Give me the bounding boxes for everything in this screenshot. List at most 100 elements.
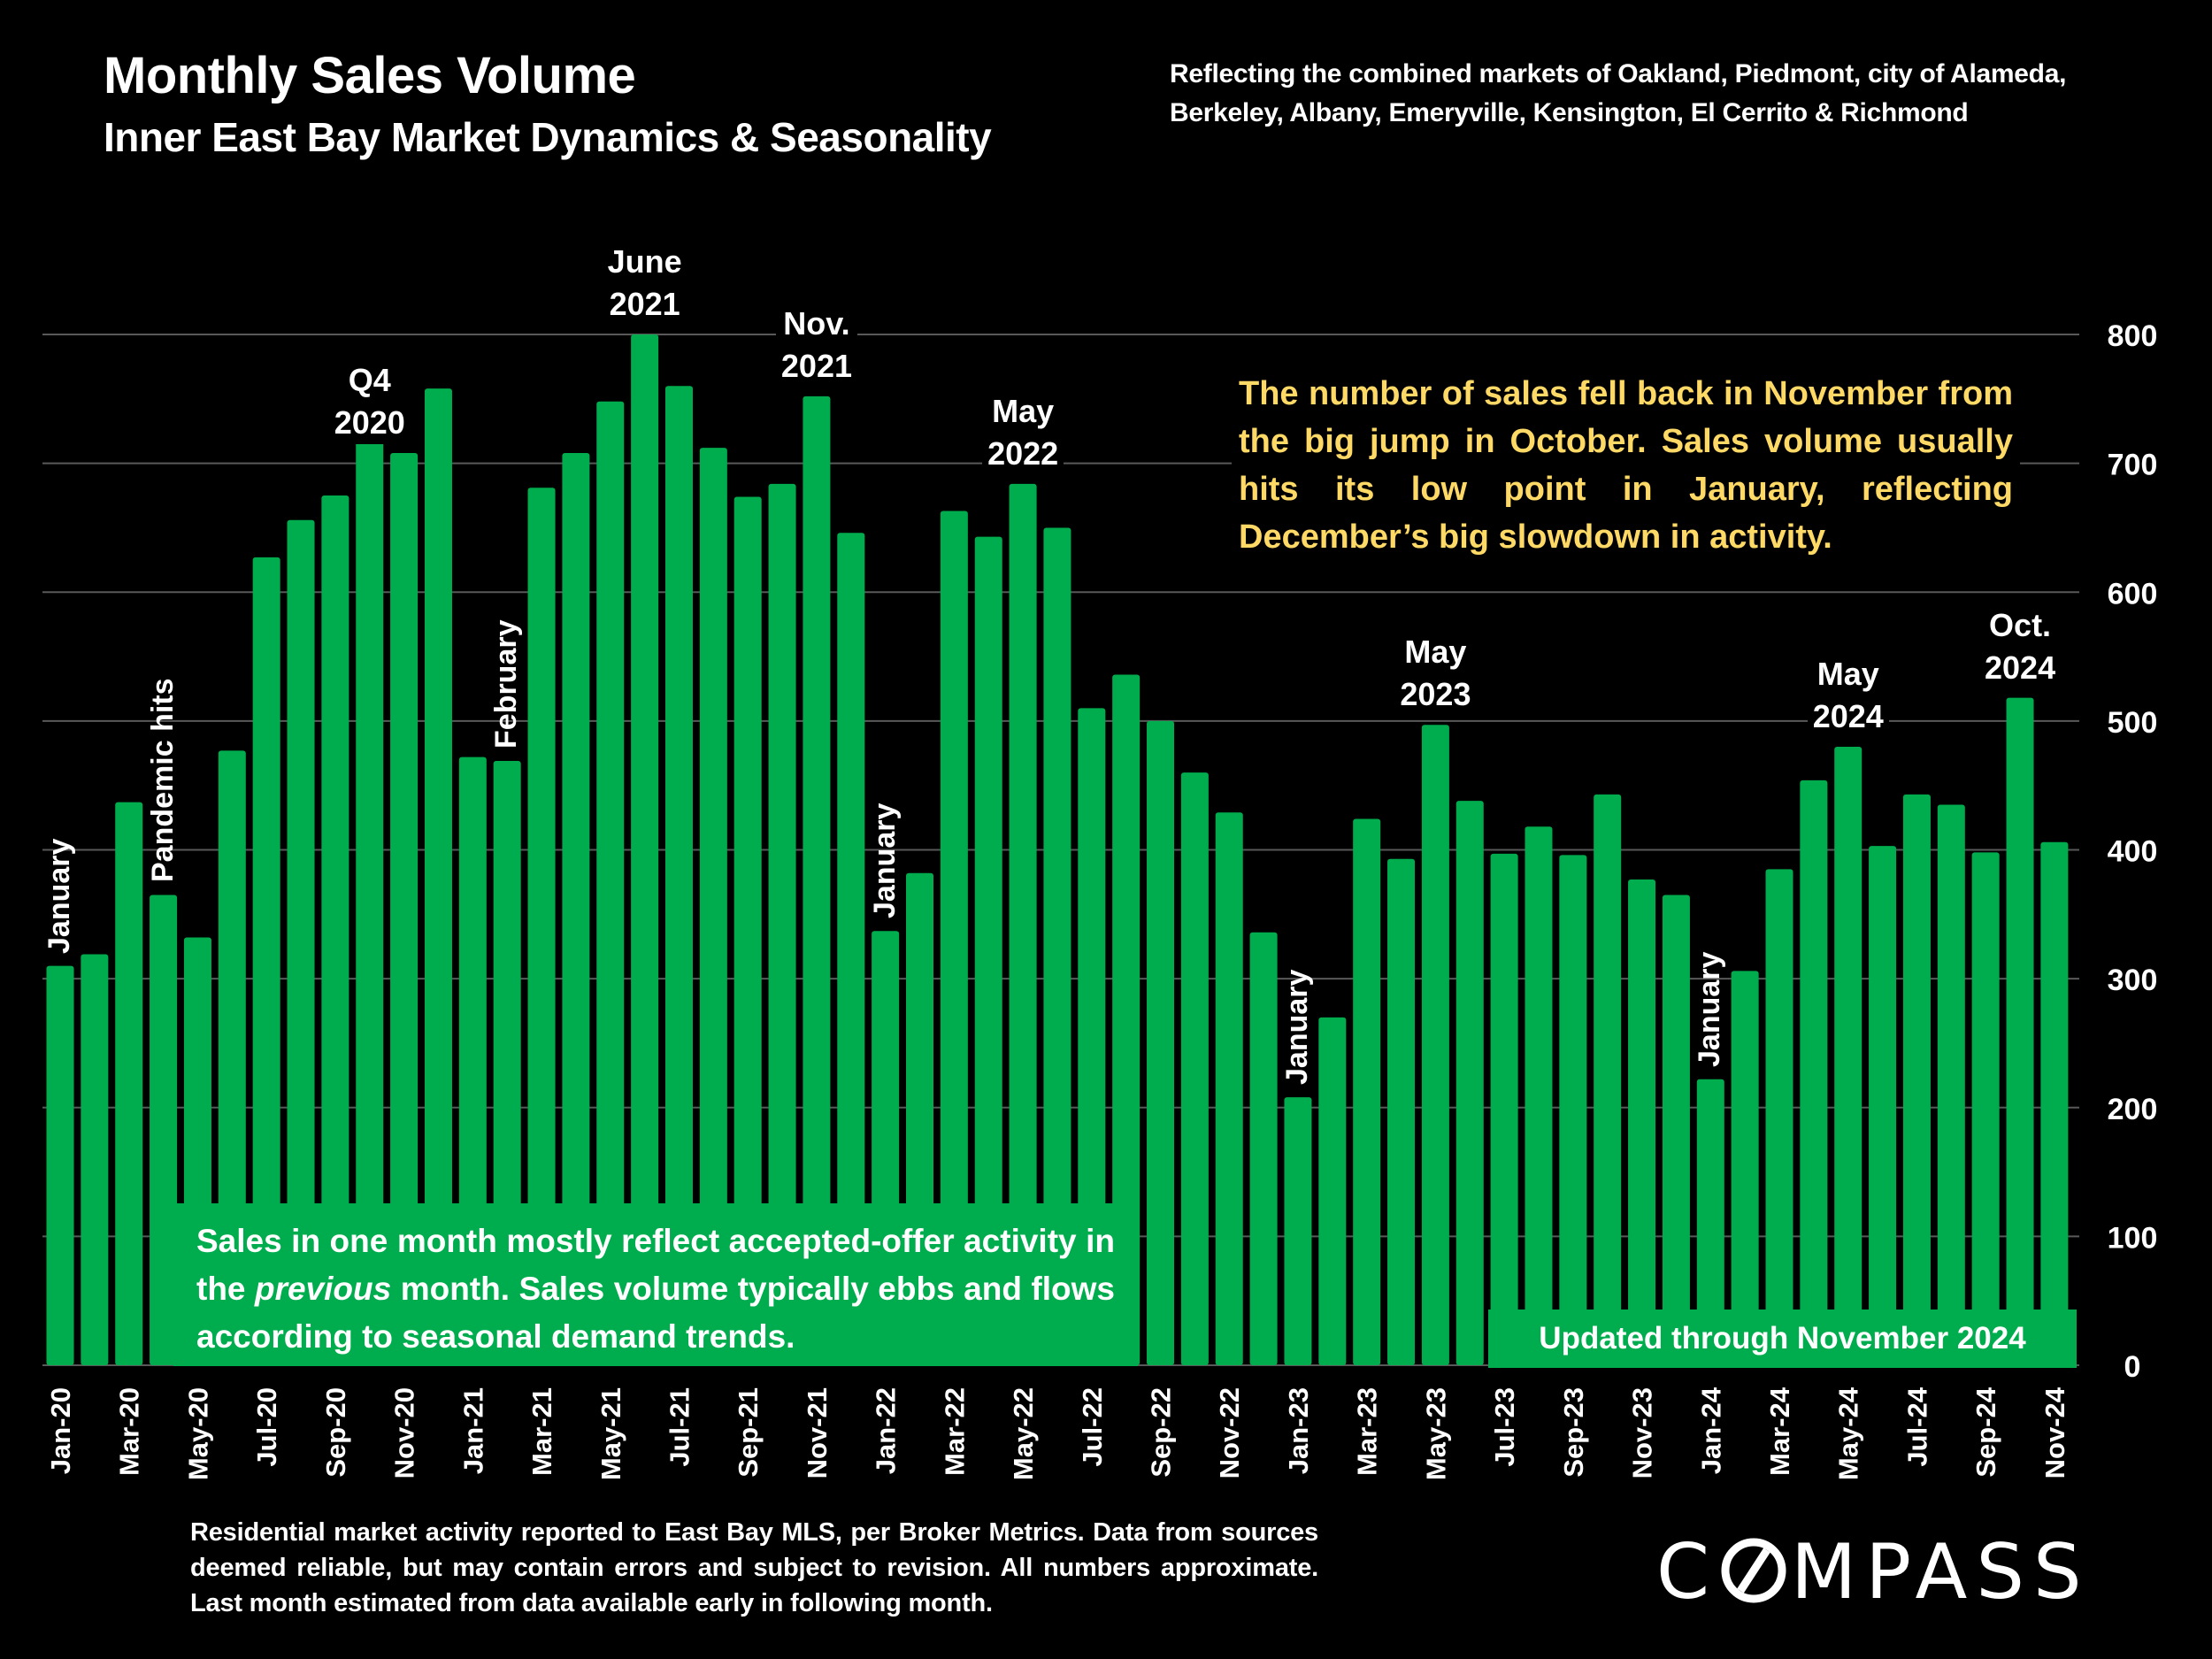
x-tick-label: Mar-20 <box>114 1387 145 1476</box>
annotation-may: May 2024 <box>1807 653 1889 738</box>
x-tick-label: Mar-21 <box>526 1387 557 1476</box>
annotation-line: Oct. <box>1989 606 2052 643</box>
y-tick-label: 700 <box>2108 449 2158 482</box>
bar-Jan-20 <box>46 965 74 1365</box>
annotation-january: January <box>1279 969 1314 1086</box>
y-tick-label: 500 <box>2108 706 2158 740</box>
bar-Aug-22 <box>1112 674 1141 1365</box>
seasonality-note-part1: Sales in one month mostly reflect accept… <box>196 1223 1115 1307</box>
bar-Apr-22 <box>974 536 1002 1365</box>
x-tick-label: Sep-24 <box>1970 1386 2001 1477</box>
annotation-line: June <box>607 243 682 280</box>
annotation-june: June 2021 <box>602 241 687 326</box>
chart-subtitle: Inner East Bay Market Dynamics & Seasona… <box>104 114 992 160</box>
x-tick-label: Sep-20 <box>320 1387 351 1478</box>
compass-logo-text: C <box>1656 1531 1718 1610</box>
x-tick-label: Mar-23 <box>1352 1387 1383 1476</box>
bar-Oct-22 <box>1180 772 1209 1365</box>
source-disclaimer: Residential market activity reported to … <box>190 1518 1318 1617</box>
compass-logo-mark: C MPASS <box>1656 1528 2091 1617</box>
annotation-january: January <box>42 838 76 954</box>
x-tick-label: Jan-23 <box>1283 1387 1314 1474</box>
bar-Sep-21 <box>733 496 762 1365</box>
bar-Feb-23 <box>1318 1017 1347 1365</box>
x-tick-label: Nov-21 <box>802 1387 833 1479</box>
bar-Oct-24 <box>2006 697 2034 1365</box>
bar-Oct-20 <box>356 405 384 1365</box>
bar-Jul-24 <box>1902 794 1931 1365</box>
bar-May-23 <box>1421 725 1449 1365</box>
seasonality-note: Sales in one month mostly reflect accept… <box>173 1203 1138 1366</box>
annotation-line: May <box>1816 656 1879 692</box>
x-tick-label: May-24 <box>1833 1386 1864 1480</box>
annotation-line: May <box>1404 634 1467 671</box>
bar-Jun-22 <box>1043 527 1071 1365</box>
bar-Apr-24 <box>1800 780 1828 1365</box>
x-tick-label: May-22 <box>1008 1387 1039 1480</box>
x-tick-label: Sep-22 <box>1146 1387 1177 1478</box>
bar-Apr-20 <box>150 895 178 1365</box>
bar-Sep-23 <box>1559 855 1587 1365</box>
annotation-nov-: Nov. 2021 <box>775 302 857 388</box>
compass-logo: C MPASS <box>1656 1528 2152 1629</box>
bar-Dec-22 <box>1249 932 1278 1365</box>
bar-Oct-23 <box>1594 794 1622 1365</box>
annotation-q4: Q4 2020 <box>328 358 411 444</box>
compass-logo-o-icon <box>1721 1538 1786 1603</box>
y-tick-label: 600 <box>2108 577 2158 611</box>
bar-Nov-21 <box>803 396 831 1365</box>
x-tick-label: May-21 <box>595 1387 626 1480</box>
annotation-january: January <box>1693 951 1727 1067</box>
x-axis-ticks: Jan-20 Mar-20 May-20 Jul-20 Sep-20 Nov-20 Jan-… <box>45 1386 2070 1480</box>
annotation-line: 2024 <box>1985 649 2056 686</box>
bar-Jan-23 <box>1284 1097 1312 1365</box>
x-tick-label: Nov-23 <box>1627 1387 1658 1479</box>
annotation-line: 2023 <box>1400 676 1471 713</box>
bar-May-22 <box>1009 483 1037 1365</box>
x-tick-label: Jan-22 <box>871 1387 902 1474</box>
annotation-line: 2021 <box>780 347 852 384</box>
annotation-pandemic-hits: Pandemic hits <box>145 678 180 883</box>
bar-Aug-20 <box>287 519 315 1365</box>
x-tick-label: Mar-22 <box>939 1387 970 1476</box>
bar-Sep-22 <box>1147 720 1175 1365</box>
bar-Aug-24 <box>1937 804 1965 1365</box>
annotation-line: 2022 <box>987 434 1059 472</box>
bars <box>46 334 2069 1366</box>
chart-title: Monthly Sales Volume <box>104 47 636 104</box>
bar-May-24 <box>1834 747 1863 1365</box>
bar-Mar-22 <box>940 511 968 1365</box>
annotation-line: 2020 <box>334 403 405 441</box>
bar-Mar-21 <box>527 488 556 1365</box>
annotation-line: Q4 <box>348 361 391 398</box>
bar-Mar-24 <box>1765 869 1793 1365</box>
y-axis-ticks: 0 100 200 300 400 500 600 700 800 <box>2108 319 2158 1384</box>
x-tick-label: Jan-21 <box>457 1387 488 1474</box>
x-tick-label: Sep-23 <box>1558 1387 1589 1478</box>
annotation-may: May 2023 <box>1394 631 1477 717</box>
scope-line-2: Berkeley, Albany, Emeryville, Kensington… <box>1170 98 1969 127</box>
bar-Jul-23 <box>1490 853 1518 1365</box>
bar-May-21 <box>596 401 625 1366</box>
compass-logo-text-rest: MPASS <box>1791 1531 2091 1610</box>
bar-Apr-21 <box>562 452 590 1366</box>
bar-Jan-24 <box>1696 1079 1724 1365</box>
x-tick-label: Jul-20 <box>251 1387 282 1467</box>
x-tick-label: Nov-22 <box>1214 1387 1245 1479</box>
seasonality-note-part2: month. Sales volume typically ebbs and f… <box>196 1271 1115 1355</box>
bar-Feb-24 <box>1731 971 1759 1365</box>
bar-Feb-20 <box>81 954 109 1365</box>
bar-Jun-23 <box>1455 801 1484 1365</box>
x-tick-label: May-23 <box>1420 1387 1451 1480</box>
x-tick-label: May-20 <box>182 1387 213 1480</box>
bar-Jun-21 <box>631 334 659 1365</box>
bar-Sep-20 <box>321 495 349 1365</box>
market-scope-note: Reflecting the combined markets of Oakla… <box>1170 55 2066 133</box>
x-tick-label: Jul-24 <box>1901 1386 1932 1466</box>
bar-Oct-21 <box>768 483 796 1365</box>
x-tick-label: Sep-21 <box>733 1387 764 1478</box>
bar-Dec-21 <box>837 533 865 1365</box>
x-tick-label: Jul-22 <box>1077 1387 1108 1467</box>
bar-Dec-23 <box>1662 895 1690 1365</box>
